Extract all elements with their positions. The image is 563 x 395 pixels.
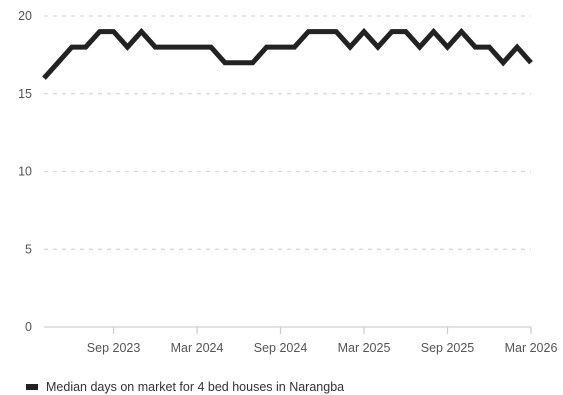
y-tick-label: 20 [18,9,32,23]
y-tick-label: 15 [18,87,32,101]
legend-label: Median days on market for 4 bed houses i… [46,380,345,394]
x-tick-label: Mar 2025 [338,341,391,355]
y-tick-label: 0 [25,320,32,334]
line-chart: 0 5 10 15 20 Sep 2023 Mar 2024 Sep 2024 Mar 2025… [18,9,558,355]
x-tick-label: Mar 2026 [505,341,558,355]
x-tick-label: Mar 2024 [171,341,224,355]
legend-swatch [26,384,38,390]
legend: Median days on market for 4 bed houses i… [26,380,344,394]
x-tick-label: Sep 2023 [87,341,141,355]
x-tick-label: Sep 2024 [254,341,308,355]
x-tick-label: Sep 2025 [421,341,475,355]
y-tick-label: 10 [18,165,32,179]
y-tick-label: 5 [25,242,32,256]
series-line [42,27,533,80]
